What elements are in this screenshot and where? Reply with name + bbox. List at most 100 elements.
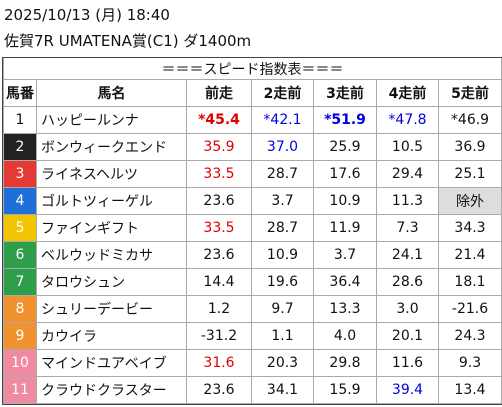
horse-number: 1 (3, 106, 37, 134)
speed-index: 3.7 (313, 241, 377, 269)
speed-index: 36.4 (313, 268, 377, 296)
horse-row: 2 ボンウィークエンド 35.9 37.0 25.9 10.5 36.9 (3, 133, 502, 161)
speed-index: 34.1 (251, 376, 314, 404)
horse-number: 11 (3, 376, 37, 404)
speed-table-box: ＝＝＝スピード指数表＝＝＝ 馬番 馬名 前走 2走前 3走前 4走前 5走前 1 ハッピールン… (2, 57, 502, 405)
speed-index: 11.3 (376, 187, 439, 215)
speed-index: 39.4 (376, 376, 439, 404)
speed-index: 36.9 (437, 133, 502, 161)
horse-number: 3 (3, 160, 37, 188)
speed-index: 15.9 (313, 376, 377, 404)
column-header: 4走前 (376, 79, 439, 107)
speed-index: 25.1 (437, 160, 502, 188)
speed-index: 24.3 (437, 322, 502, 350)
speed-index: 11.6 (376, 349, 439, 377)
speed-index: 20.1 (376, 322, 439, 350)
speed-index: 24.1 (376, 241, 439, 269)
speed-index: 1.1 (251, 322, 314, 350)
horse-row: 9 カウイラ -31.2 1.1 4.0 20.1 24.3 (3, 322, 502, 350)
column-header: 3走前 (313, 79, 377, 107)
speed-index: 29.8 (313, 349, 377, 377)
speed-index: 9.3 (437, 349, 502, 377)
speed-index: 13.4 (437, 376, 502, 404)
horse-row: 11 クラウドクラスター 23.6 34.1 15.9 39.4 13.4 (3, 376, 502, 404)
horse-name: ハッピールンナ (36, 106, 187, 134)
horse-number: 2 (3, 133, 37, 161)
speed-index: 除外 (437, 187, 502, 215)
horse-number: 4 (3, 187, 37, 215)
race-info: 佐賀7R UMATENA賞(C1) ダ1400m (4, 32, 252, 50)
horse-number: 8 (3, 295, 37, 323)
speed-index: 20.3 (251, 349, 314, 377)
speed-index: 18.1 (437, 268, 502, 296)
speed-index: 23.6 (186, 376, 252, 404)
horse-row: 5 ファインギフト 33.5 28.7 11.9 7.3 34.3 (3, 214, 502, 242)
speed-index: 13.3 (313, 295, 377, 323)
horse-name: ベルウッドミカサ (36, 241, 187, 269)
speed-index: 31.6 (186, 349, 252, 377)
horse-name: シュリーデービー (36, 295, 187, 323)
horse-name: クラウドクラスター (36, 376, 187, 404)
speed-index: 3.7 (251, 187, 314, 215)
speed-index: 10.9 (251, 241, 314, 269)
horse-name: タロウシュン (36, 268, 187, 296)
horse-number: 10 (3, 349, 37, 377)
horse-row: 3 ライネスヘルツ 33.5 28.7 17.6 29.4 25.1 (3, 160, 502, 188)
speed-index: 23.6 (186, 187, 252, 215)
speed-index: 33.5 (186, 214, 252, 242)
speed-index: 25.9 (313, 133, 377, 161)
speed-index: 37.0 (251, 133, 314, 161)
speed-index: 33.5 (186, 160, 252, 188)
speed-index: *45.4 (186, 106, 252, 134)
speed-index: *47.8 (376, 106, 439, 134)
speed-index: 28.7 (251, 214, 314, 242)
horse-number: 6 (3, 241, 37, 269)
column-header: 馬番 (3, 79, 37, 107)
speed-index: -21.6 (437, 295, 502, 323)
horse-name: ライネスヘルツ (36, 160, 187, 188)
speed-index: 21.4 (437, 241, 502, 269)
speed-index: 4.0 (313, 322, 377, 350)
speed-index: 17.6 (313, 160, 377, 188)
column-header: 前走 (186, 79, 252, 107)
horse-row: 10 マインドユアベイブ 31.6 20.3 29.8 11.6 9.3 (3, 349, 502, 377)
speed-index: 11.9 (313, 214, 377, 242)
horse-row: 8 シュリーデービー 1.2 9.7 13.3 3.0 -21.6 (3, 295, 502, 323)
horse-row: 6 ベルウッドミカサ 23.6 10.9 3.7 24.1 21.4 (3, 241, 502, 269)
speed-index: 28.7 (251, 160, 314, 188)
horse-row: 4 ゴルトツィーゲル 23.6 3.7 10.9 11.3 除外 (3, 187, 502, 215)
speed-index: *46.9 (437, 106, 502, 134)
datetime: 2025/10/13 (月) 18:40 (4, 6, 170, 24)
horse-name: ボンウィークエンド (36, 133, 187, 161)
speed-index: 19.6 (251, 268, 314, 296)
speed-index: 14.4 (186, 268, 252, 296)
column-header: 2走前 (251, 79, 314, 107)
speed-index: 7.3 (376, 214, 439, 242)
speed-index: 29.4 (376, 160, 439, 188)
speed-index: 1.2 (186, 295, 252, 323)
horse-name: ゴルトツィーゲル (36, 187, 187, 215)
table-title: ＝＝＝スピード指数表＝＝＝ (2, 58, 502, 80)
horse-row: 7 タロウシュン 14.4 19.6 36.4 28.6 18.1 (3, 268, 502, 296)
horse-name: カウイラ (36, 322, 187, 350)
horse-name: マインドユアベイブ (36, 349, 187, 377)
horse-number: 7 (3, 268, 37, 296)
speed-index: 35.9 (186, 133, 252, 161)
speed-index: 9.7 (251, 295, 314, 323)
speed-index: *42.1 (251, 106, 314, 134)
speed-index: 10.9 (313, 187, 377, 215)
horse-number: 9 (3, 322, 37, 350)
header-row: 馬番 馬名 前走 2走前 3走前 4走前 5走前 (3, 79, 502, 107)
speed-index: -31.2 (186, 322, 252, 350)
column-header: 馬名 (36, 79, 187, 107)
horse-name: ファインギフト (36, 214, 187, 242)
speed-index: *51.9 (313, 106, 377, 134)
speed-index: 23.6 (186, 241, 252, 269)
speed-index: 34.3 (437, 214, 502, 242)
column-header: 5走前 (437, 79, 502, 107)
speed-index: 10.5 (376, 133, 439, 161)
speed-index: 3.0 (376, 295, 439, 323)
horse-number: 5 (3, 214, 37, 242)
horse-row: 1 ハッピールンナ *45.4 *42.1 *51.9 *47.8 *46.9 (3, 106, 502, 134)
